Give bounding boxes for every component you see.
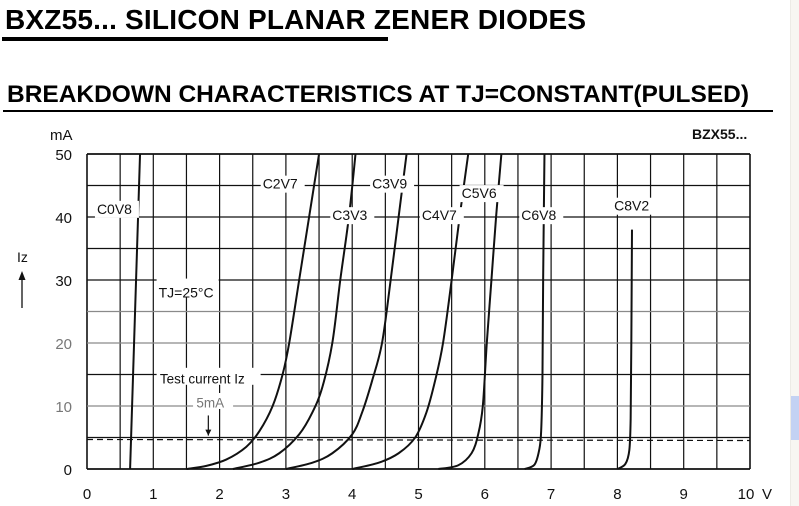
series-label: C3V9 — [372, 176, 407, 192]
x-unit-label: V — [762, 486, 772, 503]
curve-c3v9 — [285, 153, 408, 470]
curve-c3v3 — [232, 153, 357, 470]
x-tick-label: 3 — [282, 486, 290, 503]
series-label: C6V8 — [521, 207, 556, 223]
curve-c4v7 — [351, 153, 470, 470]
test-current-value: 5mA — [196, 395, 224, 410]
x-tick-label: 4 — [348, 486, 356, 503]
y-axis-label: Iz — [17, 249, 28, 265]
curve-c5v6 — [438, 153, 503, 470]
x-tick-label: 9 — [680, 486, 688, 503]
curve-c6v8 — [524, 153, 546, 470]
y-tick-label: 30 — [55, 273, 72, 290]
x-tick-label: 8 — [613, 486, 621, 503]
curve-c2v7 — [186, 153, 321, 470]
chart-title: BREAKDOWN CHARACTERISTICS AT TJ=CONSTANT… — [7, 81, 750, 108]
x-tick-label: 7 — [547, 486, 555, 503]
test-current-label: Test current Iz — [160, 371, 245, 386]
series-label: C8V2 — [614, 198, 649, 214]
curve-c8v2 — [616, 229, 633, 470]
scrollbar-thumb[interactable] — [791, 396, 799, 440]
x-tick-label: 10 — [738, 486, 755, 503]
test-current-line — [86, 438, 751, 442]
title-underline — [2, 37, 388, 41]
series-label: C2V7 — [263, 176, 298, 192]
temperature-label: TJ=25°C — [159, 285, 214, 301]
y-tick-label: 10 — [55, 399, 72, 416]
series-label: C0V8 — [97, 201, 132, 217]
y-tick-label: 20 — [55, 336, 72, 353]
x-tick-label: 6 — [481, 486, 489, 503]
x-tick-label: 1 — [149, 486, 157, 503]
x-tick-label: 2 — [215, 486, 223, 503]
y-tick-label: 50 — [55, 147, 72, 164]
part-label: BZX55... — [692, 126, 747, 142]
chart-title-underline — [3, 110, 773, 112]
series-label: C4V7 — [422, 207, 457, 223]
series-label: C3V3 — [332, 207, 367, 223]
y-tick-label: 40 — [55, 210, 72, 227]
y-unit-label: mA — [50, 127, 73, 144]
x-tick-label: 0 — [83, 486, 91, 503]
vertical-scrollbar[interactable] — [790, 0, 799, 506]
page-title: BXZ55... SILICON PLANAR ZENER DIODES — [5, 4, 587, 35]
y-tick-label: 0 — [64, 462, 72, 479]
x-tick-label: 5 — [414, 486, 422, 503]
series-label: C5V6 — [462, 185, 497, 201]
chart-labels: C0V8 C2V7 C3V3 C3V9 C4V7 C5V6 C6V8 C8V2 TJ=25°C T… — [94, 175, 657, 436]
